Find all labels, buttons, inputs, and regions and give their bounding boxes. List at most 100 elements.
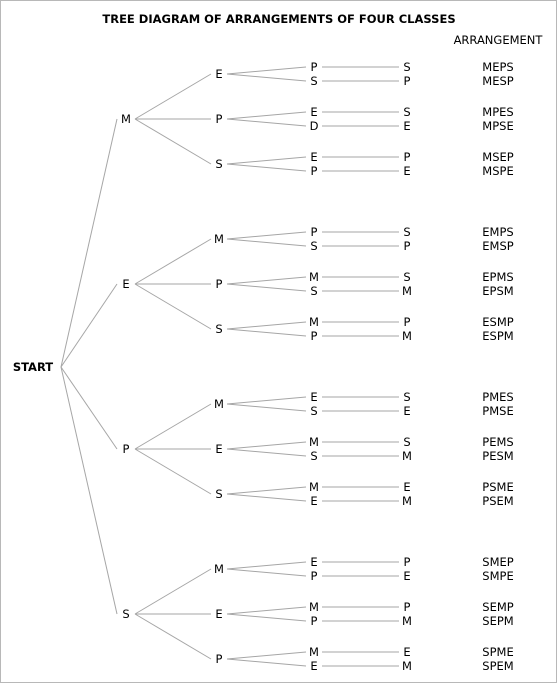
node-level-3: P [311,60,318,74]
arrangement-label: ESPM [482,329,513,343]
node-level-4: E [403,404,410,418]
arrangement-label: SPEM [482,659,513,673]
node-level-4: M [402,614,412,628]
branch-line [226,486,307,495]
branch-line [226,441,307,450]
branch-line [226,156,307,165]
branch-line [134,448,212,495]
node-level-3: E [310,555,317,569]
arrangement-label: SEPM [482,614,513,628]
branch-line [226,118,307,127]
node-level-1: M [121,112,131,126]
branch-line [134,283,212,330]
node-level-3: P [311,329,318,343]
node-level-3: E [310,659,317,673]
branch-line [226,163,307,172]
node-level-4: S [403,225,410,239]
branch-line [60,118,118,368]
branch-line [226,403,307,412]
arrangement-label: EMSP [482,239,513,253]
branch-line [226,276,307,285]
node-level-4: P [404,150,411,164]
node-level-3: E [310,150,317,164]
branch-line [60,366,118,615]
start-label: START [13,360,53,374]
arrangement-label: PMES [482,390,513,404]
node-level-4: M [402,284,412,298]
branch-line [134,73,212,120]
node-level-3: P [311,569,318,583]
branch-line [226,613,307,622]
branch-line [226,231,307,240]
node-level-2: P [216,112,223,126]
node-level-3: P [311,225,318,239]
branch-line [226,606,307,615]
arrangement-label: SMEP [482,555,513,569]
arrangement-label: SEMP [482,600,513,614]
node-level-4: M [402,494,412,508]
node-level-3: M [309,645,319,659]
node-level-3: P [311,164,318,178]
node-level-3: S [310,449,317,463]
arrangement-label: MESP [482,74,513,88]
branch-line [134,238,212,285]
node-level-3: S [310,404,317,418]
node-level-1: P [123,442,130,456]
branch-line [226,238,307,247]
branch-line [226,448,307,457]
arrangement-label: PMSE [482,404,513,418]
branch-line [226,283,307,292]
node-level-3: S [310,239,317,253]
node-level-2: E [215,67,222,81]
node-level-4: P [404,239,411,253]
node-level-1: E [122,277,129,291]
branch-line [134,613,212,660]
node-level-4: P [404,600,411,614]
arrangement-label: SMPE [482,569,513,583]
node-level-4: S [403,390,410,404]
node-level-4: E [403,645,410,659]
branch-line [226,396,307,405]
node-level-2: M [214,397,224,411]
arrangement-label: MPES [482,105,513,119]
node-level-2: P [216,277,223,291]
arrangement-label: EPSM [482,284,513,298]
arrangement-header: ARRANGEMENT [454,33,544,47]
branch-line [226,658,307,667]
node-level-4: P [404,74,411,88]
branch-line [226,111,307,120]
node-level-4: P [404,555,411,569]
node-level-3: E [310,105,317,119]
node-level-4: S [403,105,410,119]
node-level-3: D [310,119,319,133]
node-level-3: E [310,494,317,508]
node-level-2: E [215,442,222,456]
node-level-4: M [402,449,412,463]
branch-line [226,328,307,337]
node-level-4: M [402,329,412,343]
node-level-4: S [403,270,410,284]
branch-line [226,321,307,330]
branch-line [134,568,212,615]
arrangement-label: PSME [482,480,513,494]
arrangement-label: MEPS [482,60,513,74]
branch-line [226,66,307,75]
node-level-4: S [403,60,410,74]
diagram-title: TREE DIAGRAM OF ARRANGEMENTS OF FOUR CLA… [102,12,455,26]
node-level-1: S [122,607,129,621]
node-level-3: M [309,600,319,614]
node-level-4: E [403,164,410,178]
node-level-4: P [404,315,411,329]
node-level-4: E [403,480,410,494]
node-level-2: S [215,157,222,171]
branch-line [226,651,307,660]
node-level-2: E [215,607,222,621]
arrangement-label: ESMP [482,315,513,329]
node-level-3: M [309,270,319,284]
arrangement-label: PSEM [482,494,513,508]
branch-lines [60,66,399,667]
node-level-2: P [216,652,223,666]
branch-line [226,568,307,577]
